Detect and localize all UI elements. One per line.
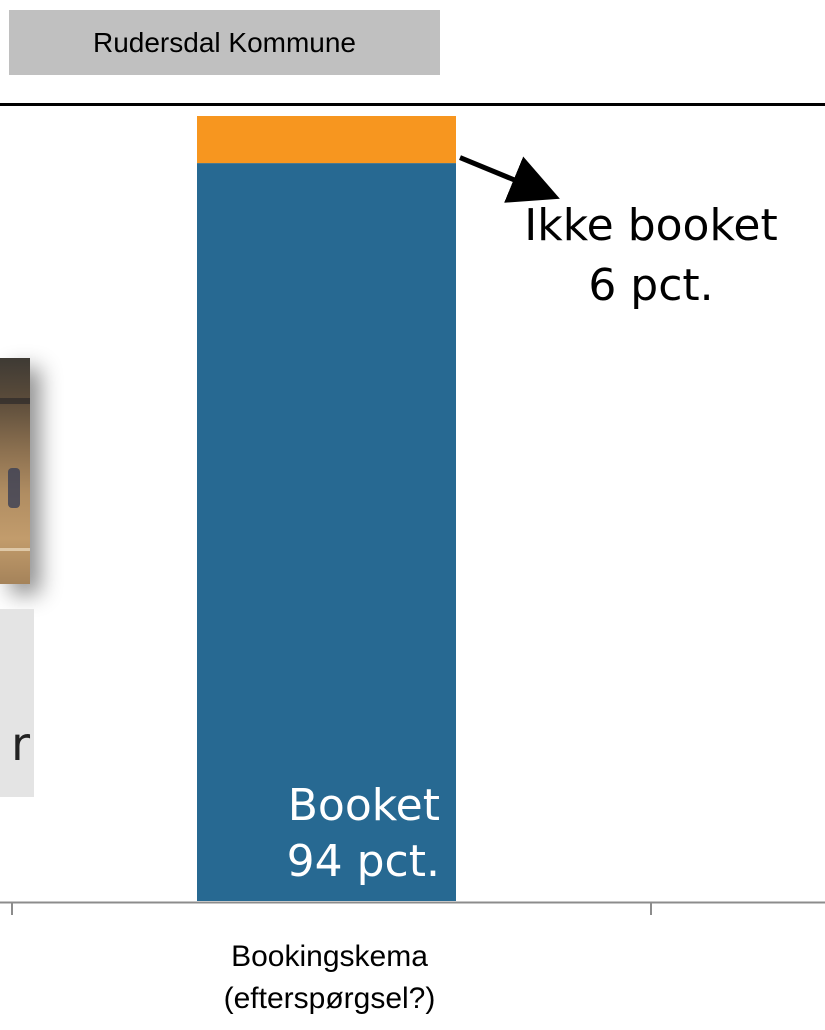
side-text-box: r [0,609,34,797]
bar-segment-booket [197,163,456,902]
org-name: Rudersdal Kommune [92,26,357,58]
data-label-ikke-booket: Ikke booket [524,200,777,251]
data-label-booket: Booket [288,780,440,831]
x-tick-label: (efterspørgsel?) [224,982,436,1015]
data-label-booket: 94 pct. [287,836,440,887]
bar-segment-ikke-booket [197,116,456,164]
org-name-badge: Rudersdal Kommune [9,10,440,75]
side-box-text: r [11,717,30,771]
header-divider [0,103,825,106]
data-label-ikke-booket: 6 pct. [588,260,713,311]
x-tick-label: Bookingskema [231,940,428,973]
annotation-arrow [459,155,560,203]
sports-hall-photo [0,358,30,584]
